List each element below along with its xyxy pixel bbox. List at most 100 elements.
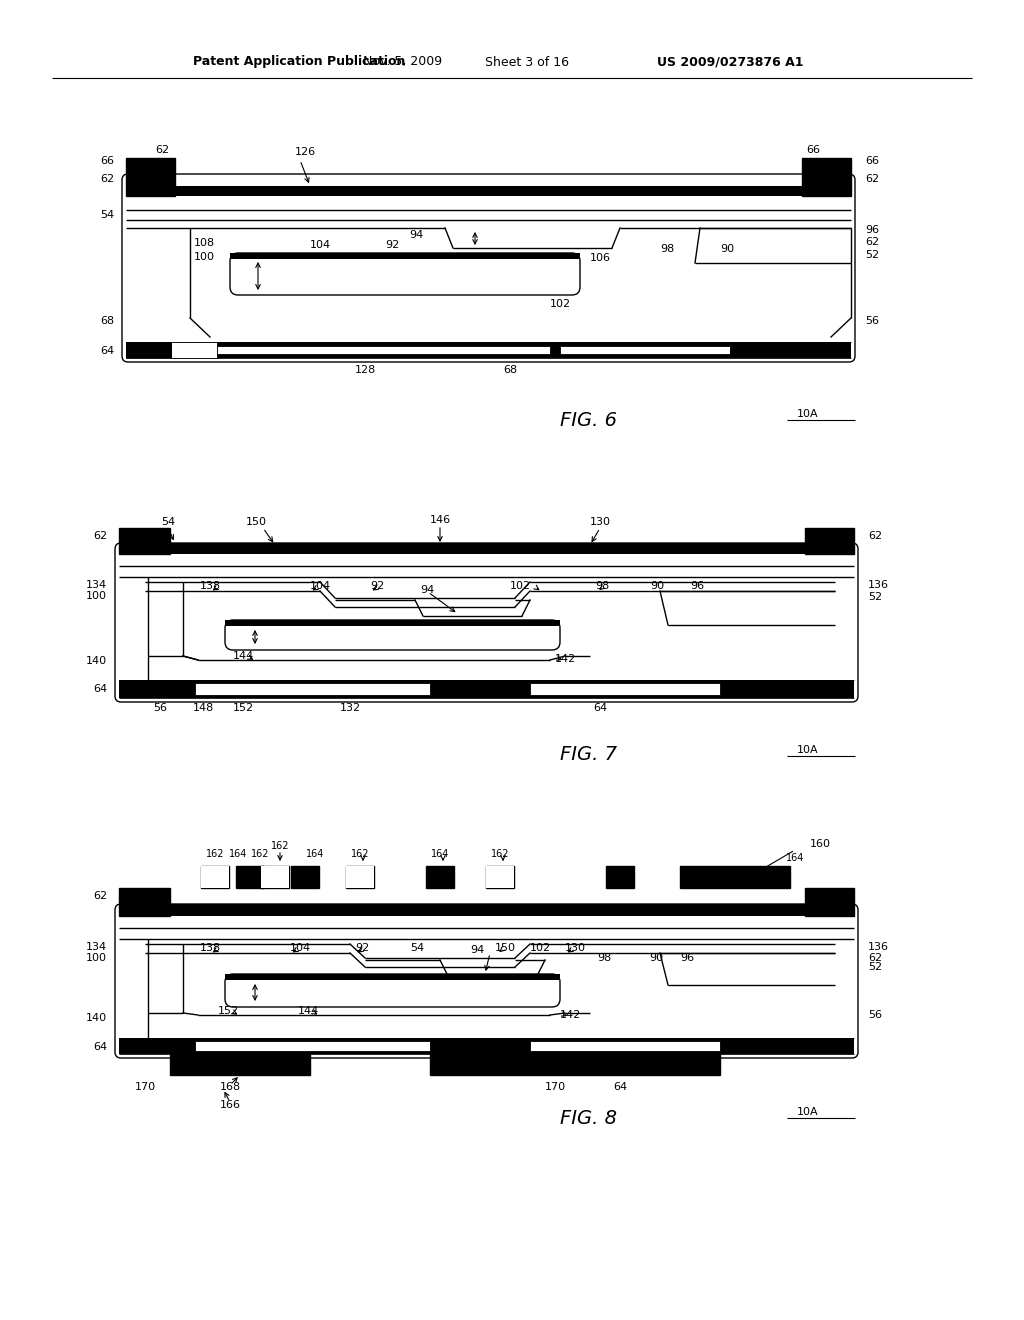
- Text: 128: 128: [354, 366, 376, 375]
- Text: 108: 108: [194, 238, 215, 248]
- Text: 62: 62: [865, 238, 880, 247]
- Text: 102: 102: [510, 581, 531, 591]
- Text: 162: 162: [490, 849, 509, 859]
- Text: 126: 126: [295, 147, 316, 157]
- Text: 104: 104: [290, 942, 311, 953]
- Text: 162: 162: [206, 849, 224, 859]
- Bar: [730, 342, 851, 358]
- Bar: [195, 682, 430, 696]
- Text: 56: 56: [865, 315, 879, 326]
- Text: 152: 152: [217, 1006, 239, 1016]
- Bar: [486, 866, 514, 888]
- Text: 90: 90: [650, 581, 665, 591]
- Text: 100: 100: [86, 591, 106, 601]
- FancyBboxPatch shape: [225, 974, 560, 1007]
- Text: 66: 66: [806, 145, 820, 154]
- FancyBboxPatch shape: [122, 174, 855, 362]
- Text: 130: 130: [590, 517, 610, 527]
- Text: 136: 136: [868, 579, 889, 590]
- Bar: [805, 888, 854, 904]
- Bar: [236, 866, 264, 888]
- Bar: [802, 158, 851, 195]
- Text: 68: 68: [100, 315, 114, 326]
- Text: 142: 142: [555, 653, 577, 664]
- Text: 90: 90: [649, 953, 664, 964]
- Text: 96: 96: [865, 224, 880, 235]
- Text: 144: 144: [297, 1006, 318, 1016]
- Text: 170: 170: [545, 1082, 565, 1092]
- Text: 134: 134: [86, 579, 106, 590]
- Text: 140: 140: [86, 1012, 106, 1023]
- Text: 66: 66: [865, 156, 879, 166]
- Text: FIG. 8: FIG. 8: [559, 1109, 616, 1127]
- Text: 136: 136: [868, 942, 889, 952]
- Text: US 2009/0273876 A1: US 2009/0273876 A1: [656, 55, 803, 69]
- Bar: [225, 620, 560, 626]
- Bar: [291, 866, 319, 888]
- Text: 162: 162: [270, 841, 289, 851]
- Text: 62: 62: [155, 145, 169, 154]
- Bar: [119, 528, 170, 543]
- Bar: [805, 888, 854, 916]
- Bar: [217, 346, 550, 354]
- Bar: [802, 158, 851, 186]
- Bar: [126, 342, 851, 358]
- Text: 98: 98: [660, 244, 674, 253]
- Bar: [126, 158, 175, 186]
- Text: 62: 62: [100, 174, 114, 183]
- Text: 56: 56: [868, 1010, 882, 1020]
- Bar: [680, 866, 790, 888]
- Text: 98: 98: [595, 581, 609, 591]
- Text: 64: 64: [593, 704, 607, 713]
- Text: 64: 64: [613, 1082, 627, 1092]
- Text: 102: 102: [530, 942, 551, 953]
- Bar: [430, 1053, 720, 1074]
- FancyBboxPatch shape: [115, 543, 858, 702]
- Text: 52: 52: [868, 591, 882, 602]
- Bar: [195, 1041, 430, 1051]
- Bar: [606, 866, 634, 888]
- Text: 52: 52: [865, 249, 880, 260]
- Bar: [236, 866, 264, 888]
- Text: 66: 66: [100, 156, 114, 166]
- Text: 62: 62: [868, 531, 882, 541]
- Text: 64: 64: [93, 684, 106, 694]
- Bar: [119, 888, 170, 916]
- Bar: [126, 342, 217, 358]
- Text: Sheet 3 of 16: Sheet 3 of 16: [485, 55, 569, 69]
- Text: 62: 62: [868, 953, 882, 964]
- Text: 134: 134: [86, 942, 106, 952]
- Bar: [606, 866, 634, 888]
- Bar: [119, 680, 854, 698]
- Text: 132: 132: [339, 704, 360, 713]
- Text: 10A: 10A: [797, 744, 818, 755]
- Text: 94: 94: [470, 945, 484, 954]
- Text: 140: 140: [86, 656, 106, 667]
- Bar: [201, 866, 229, 888]
- Text: 138: 138: [200, 942, 221, 953]
- Text: 62: 62: [865, 174, 880, 183]
- Bar: [486, 866, 514, 888]
- Text: 92: 92: [385, 240, 399, 249]
- Bar: [805, 528, 854, 554]
- Bar: [119, 543, 854, 554]
- Text: 54: 54: [100, 210, 114, 220]
- Text: 100: 100: [194, 252, 215, 261]
- Text: 130: 130: [565, 942, 586, 953]
- Text: 10A: 10A: [797, 1107, 818, 1117]
- Text: 100: 100: [86, 953, 106, 964]
- Bar: [201, 866, 229, 888]
- Text: 150: 150: [495, 942, 516, 953]
- Text: 90: 90: [720, 244, 734, 253]
- Bar: [126, 186, 851, 195]
- Text: 56: 56: [153, 704, 167, 713]
- Text: 162: 162: [351, 849, 370, 859]
- Text: 96: 96: [680, 953, 694, 964]
- Bar: [346, 866, 374, 888]
- Text: 96: 96: [690, 581, 705, 591]
- Bar: [126, 342, 172, 358]
- Bar: [126, 158, 175, 195]
- Bar: [530, 1041, 720, 1051]
- Text: 68: 68: [503, 366, 517, 375]
- Bar: [119, 888, 170, 904]
